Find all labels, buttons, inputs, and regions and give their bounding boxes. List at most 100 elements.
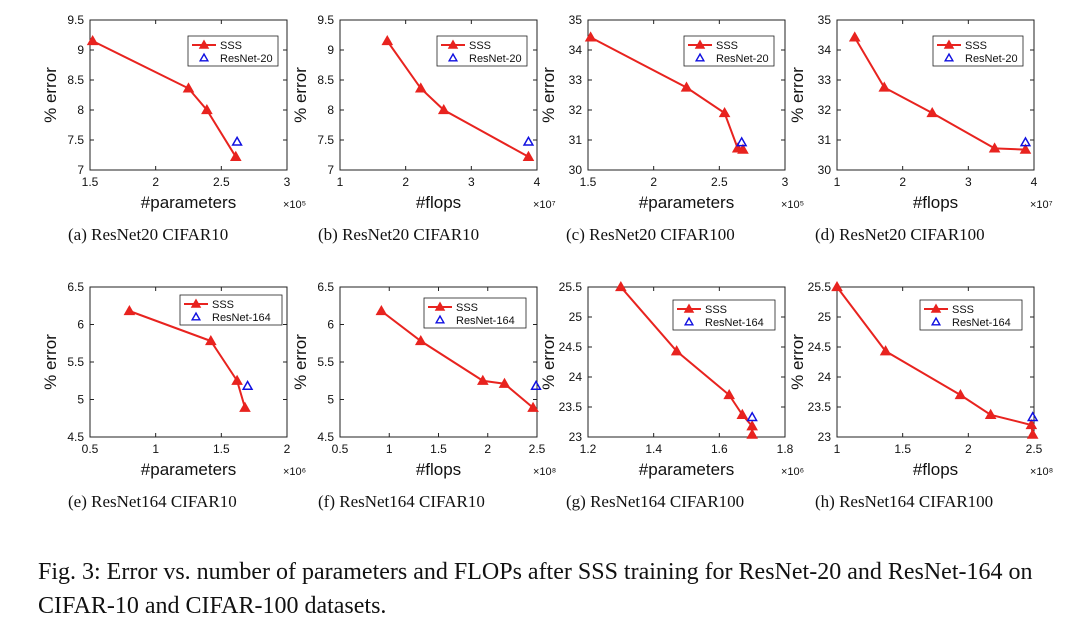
baseline-data-point [746,411,758,422]
legend-baseline-label: ResNet-20 [469,53,522,65]
subcaption: (g) ResNet164 CIFAR100 [566,492,744,511]
subcaption: (e) ResNet164 CIFAR10 [68,492,237,511]
x-tick-label: 1.2 [580,442,597,456]
legend-baseline-label: ResNet-164 [952,317,1011,329]
subcaption-text: ResNet20 CIFAR100 [839,225,985,244]
y-tick-label: 24.5 [808,340,832,354]
x-tick-label: 2.5 [711,175,728,189]
x-tick-label: 2 [965,442,972,456]
legend-baseline-marker [198,52,210,62]
x-tick-label: 1 [152,442,159,456]
subcaption-text: ResNet164 CIFAR10 [339,492,485,511]
x-exponent-label: ×10⁶ [781,466,804,478]
legend-sss-label: SSS [212,299,234,311]
plot-area-box [587,19,786,171]
y-tick-label: 33 [569,73,583,87]
sss-data-point [437,103,450,115]
legend-sss-marker [930,303,942,313]
y-tick-label: 9.5 [317,13,334,27]
x-tick-label: 4 [534,175,541,189]
y-axis-label: % error [788,334,807,390]
sss-data-point [201,103,213,115]
x-tick-label: 2 [284,442,291,456]
y-tick-label: 31 [818,133,832,147]
sss-data-point [1026,428,1039,439]
legend-baseline-marker [694,52,706,62]
x-tick-label: 1.5 [894,442,911,456]
baseline-data-point [231,135,243,146]
sss-data-point [718,106,731,118]
chart-panel-h: 1 1.5 2 2.5 23 23.5 24 24.5 25 25.5 #flops ×10⁸ % er… [788,280,1053,511]
x-tick-label: 3 [965,175,972,189]
plot-area-box [836,19,1035,171]
y-axis-label: % error [291,334,310,390]
y-tick-label: 25 [818,310,832,324]
baseline-data-point [241,380,254,390]
sss-data-point [879,345,892,356]
sss-data-point [231,374,243,385]
y-tick-label: 32 [569,103,583,117]
x-exponent-label: ×10⁷ [1030,199,1053,211]
x-tick-label: 1 [834,175,841,189]
subcaption: (h) ResNet164 CIFAR100 [815,492,993,511]
plot-area-box [339,19,538,171]
chart-panel-a: 1.5 2 2.5 3 7 7.5 8 8.5 9 9.5 #parameters ×10⁵ % err… [41,13,306,244]
sss-data-point [954,388,967,400]
subcaption-label: (f) [318,492,339,511]
y-axis-label: % error [291,67,310,123]
chart-panel-g: 1.2 1.4 1.6 1.8 23 23.5 24 24.5 25 25.5 #parameter… [539,280,804,511]
sss-data-point [375,304,388,316]
sss-series-line [386,40,529,158]
y-tick-label: 23 [818,430,832,444]
x-tick-label: 2.5 [213,175,230,189]
y-tick-label: 24 [569,370,583,384]
x-tick-label: 1.4 [645,442,662,456]
y-tick-label: 25 [569,310,583,324]
y-tick-label: 4.5 [317,430,334,444]
x-exponent-label: ×10⁷ [533,199,556,211]
legend-baseline-marker [447,52,459,62]
y-tick-label: 9 [77,43,84,57]
x-tick-label: 1.5 [580,175,597,189]
sss-data-point [615,280,627,292]
baseline-data-point [735,136,748,147]
sss-series-line [129,310,246,409]
subcaption: (d) ResNet20 CIFAR100 [815,225,985,244]
sss-data-point [182,82,195,93]
subcaption-text: ResNet20 CIFAR10 [91,225,228,244]
chart-panel-c: 1.5 2 2.5 3 30 31 32 33 34 35 #parameters ×10⁵ % err… [539,13,804,244]
baseline-data-point [1019,136,1032,147]
y-tick-label: 6 [327,318,334,332]
subcaption-text: ResNet20 CIFAR10 [342,225,479,244]
y-tick-label: 5.5 [317,355,334,369]
y-tick-label: 35 [569,13,583,27]
x-tick-label: 2 [152,175,159,189]
y-tick-label: 25.5 [808,280,832,294]
legend-baseline-label: ResNet-20 [965,53,1018,65]
x-axis-label: #flops [416,193,461,212]
x-tick-label: 1 [834,442,841,456]
legend-sss-marker [694,39,706,49]
baseline-data-point [522,135,535,146]
subcaption: (f) ResNet164 CIFAR10 [318,492,485,511]
sss-data-point [737,143,749,154]
y-tick-label: 6.5 [67,280,84,294]
sss-data-point [414,334,427,346]
baseline-data-point [1026,411,1039,422]
y-tick-label: 6.5 [317,280,334,294]
sss-data-point [498,377,511,388]
legend-sss-marker [190,298,202,308]
sss-data-point [723,388,735,400]
x-exponent-label: ×10⁶ [283,466,306,478]
x-exponent-label: ×10⁸ [1030,466,1053,478]
x-exponent-label: ×10⁵ [283,199,306,211]
subcaption-label: (h) [815,492,839,511]
y-tick-label: 7.5 [317,133,334,147]
chart-panel-b: 1 2 3 4 7 7.5 8 8.5 9 9.5 #flops ×10⁷ % error (b) Res… [291,13,556,244]
x-tick-label: 0.5 [82,442,99,456]
x-tick-label: 1.6 [711,442,728,456]
legend-sss-marker [198,39,210,49]
